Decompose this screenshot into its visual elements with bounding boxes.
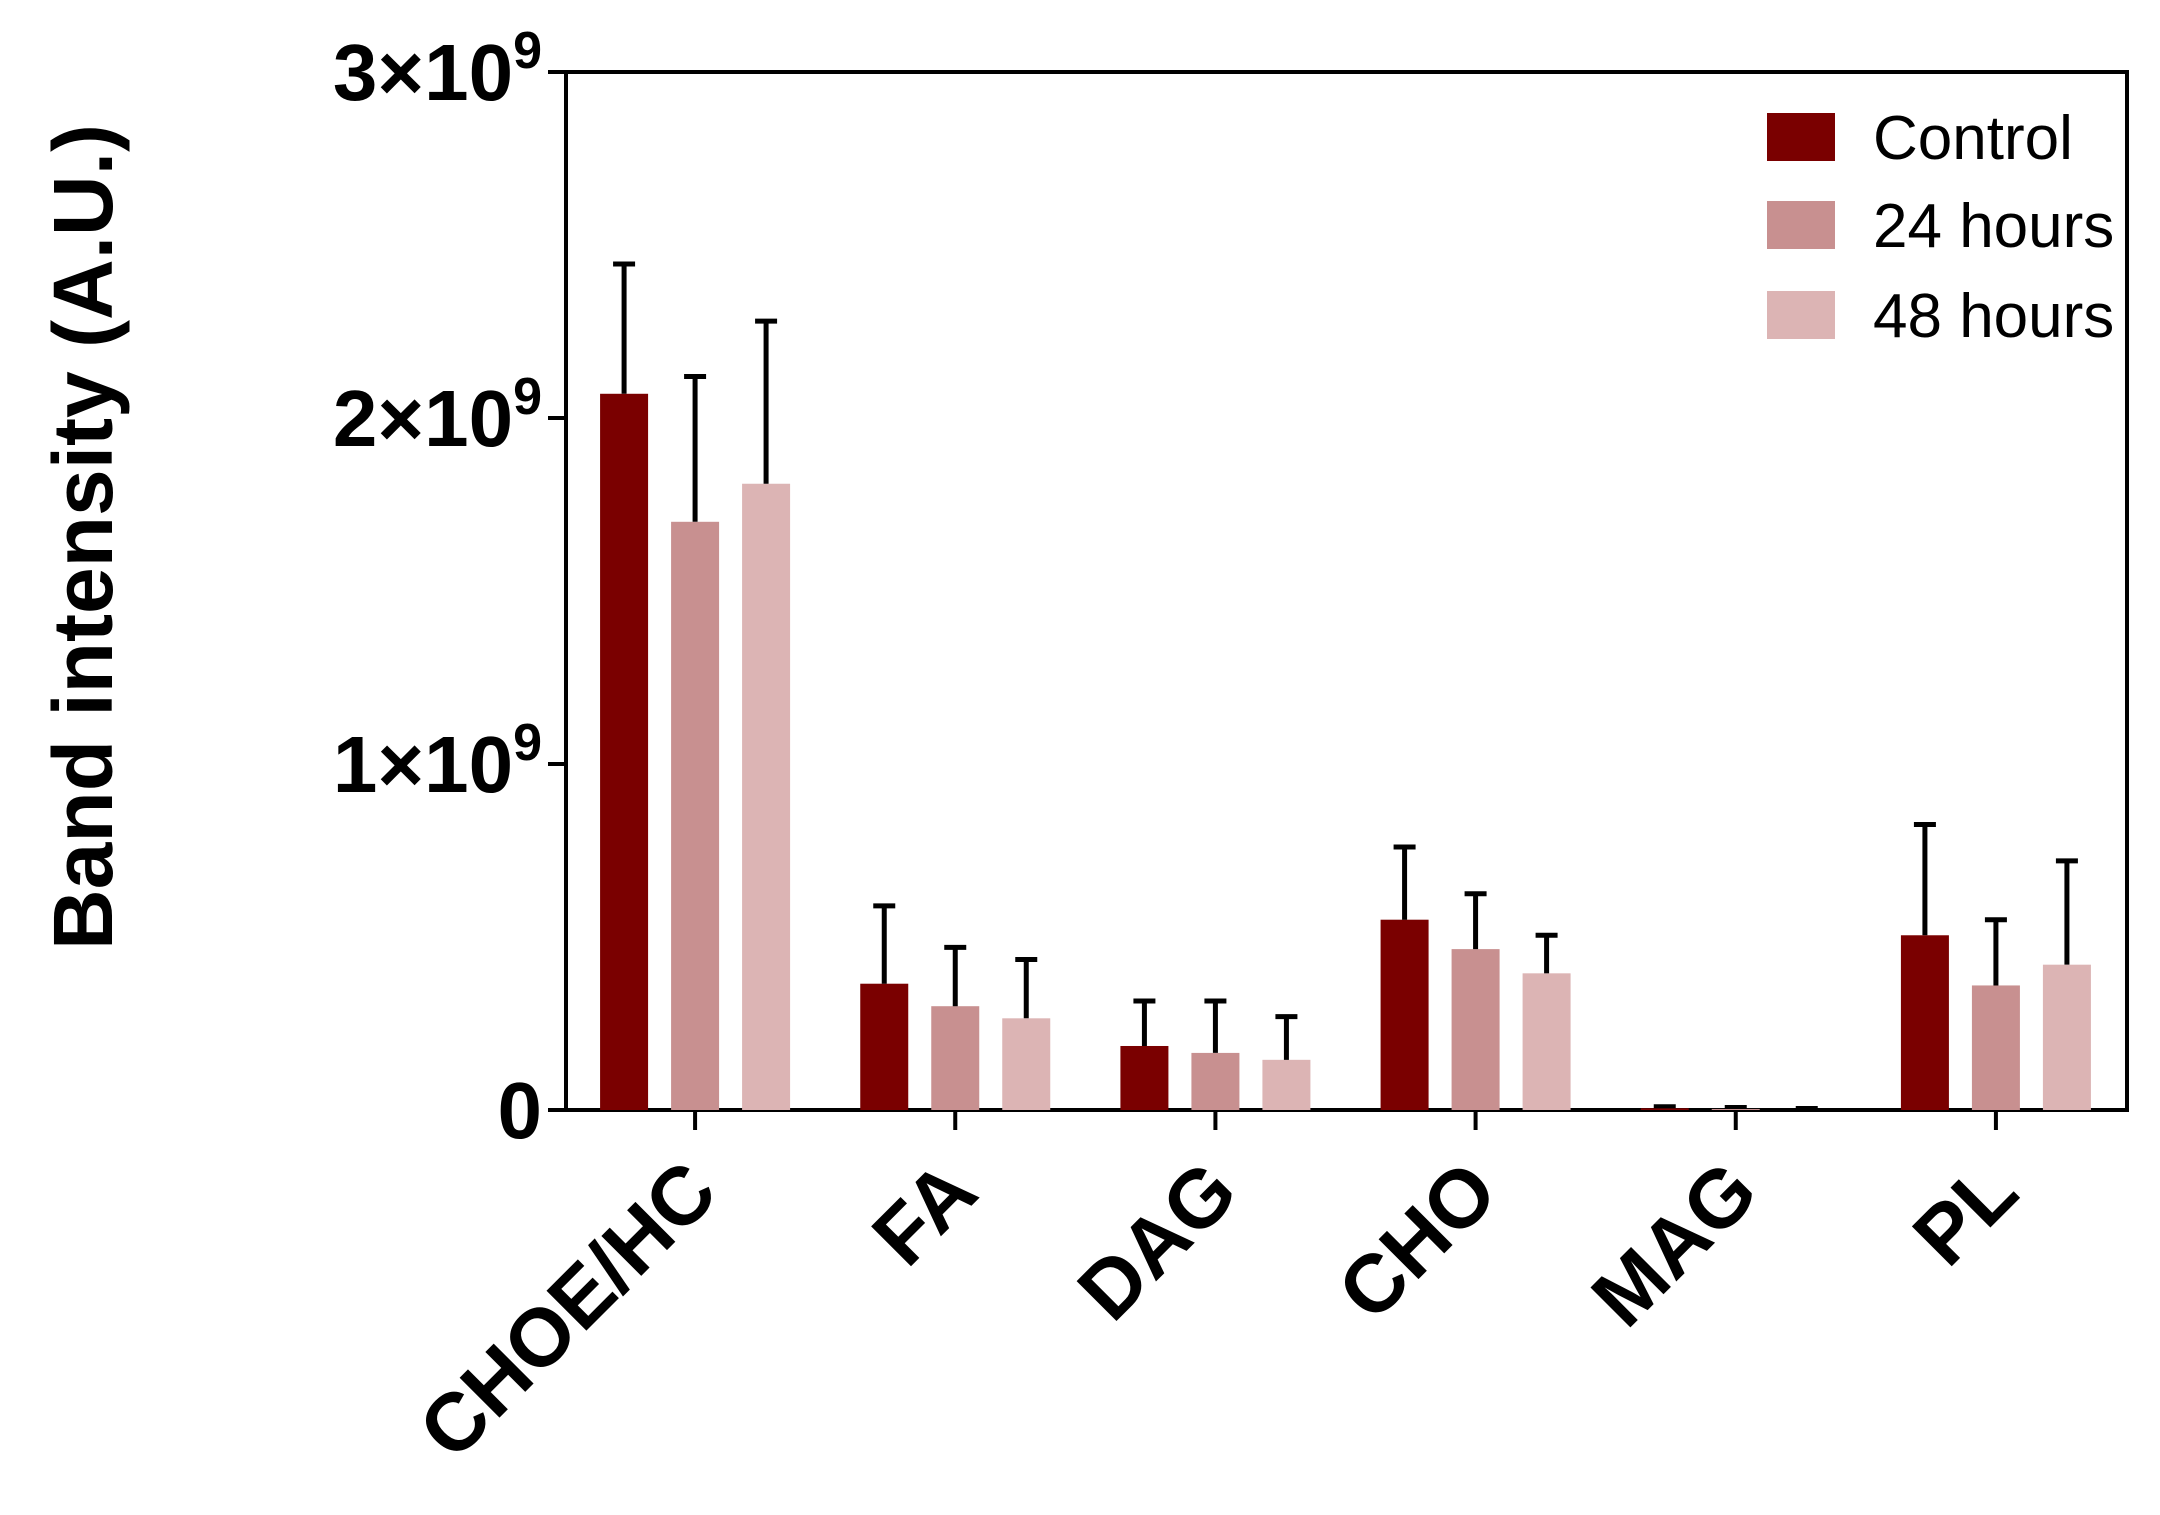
x-tick-label: CHOE/HC [402, 1144, 734, 1476]
y-tick-label: 3×109 [333, 22, 542, 117]
bar [1522, 973, 1571, 1110]
legend-label: 48 hours [1873, 282, 2114, 351]
x-tick-label: CHO [1321, 1144, 1514, 1337]
bars-layer [600, 393, 2091, 1110]
error-bars-layer [613, 261, 2078, 1110]
x-tick-label: DAG [1061, 1144, 1254, 1337]
x-tick-label: MAG [1575, 1144, 1775, 1344]
bar [1002, 1018, 1051, 1110]
y-tick-label: 2×109 [333, 368, 542, 463]
plot-frame [564, 70, 2129, 1112]
x-axis: CHOE/HC FA DAG CHO MAG PL [402, 1110, 2035, 1476]
bar [1971, 985, 2020, 1110]
bar [860, 983, 909, 1110]
bar [931, 1006, 980, 1110]
bar [1262, 1059, 1311, 1110]
bar [1900, 935, 1949, 1110]
legend: Control 24 hours 48 hours [1767, 104, 2114, 351]
legend-label: Control [1873, 104, 2073, 173]
bar [1380, 919, 1429, 1110]
legend-label: 24 hours [1873, 192, 2114, 261]
y-axis: 0 1×109 2×109 3×109 [333, 22, 566, 1155]
y-tick-label: 0 [498, 1066, 543, 1155]
bar [1640, 1108, 1689, 1110]
x-tick-label: PL [1896, 1144, 2034, 1282]
legend-swatch [1767, 113, 1835, 161]
y-axis-title: Band intensity (A.U.) [36, 124, 130, 950]
x-tick-label: FA [856, 1144, 994, 1282]
bar [600, 393, 649, 1110]
bar [1451, 949, 1500, 1110]
bar [671, 521, 720, 1110]
bar [2042, 964, 2091, 1110]
plot-area [564, 70, 2129, 1112]
bar [742, 483, 791, 1110]
bar [1191, 1052, 1240, 1110]
y-tick-label: 1×109 [333, 714, 542, 809]
bar [1711, 1108, 1760, 1110]
y-axis-title-group: Band intensity (A.U.) [36, 124, 130, 950]
legend-swatch [1767, 201, 1835, 249]
legend-swatch [1767, 291, 1835, 339]
bar [1120, 1045, 1169, 1110]
